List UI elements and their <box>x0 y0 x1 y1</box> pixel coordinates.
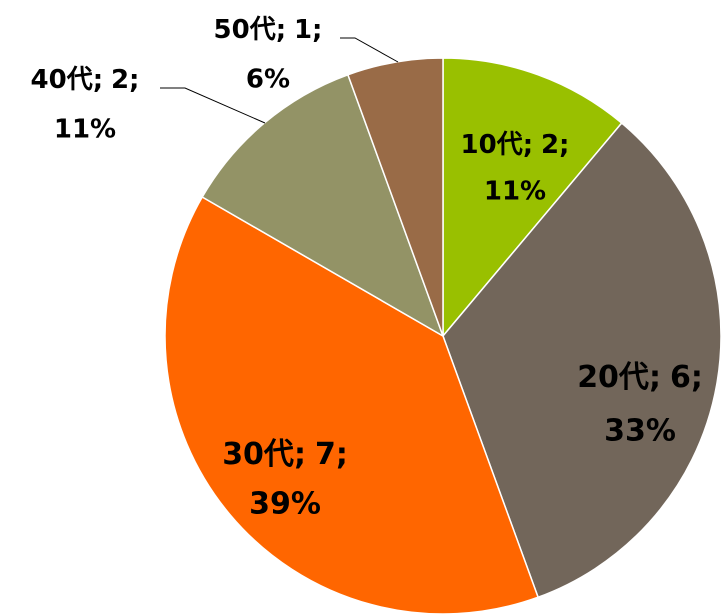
label-category: 10代 <box>461 130 523 160</box>
label-value: 2 <box>111 65 129 95</box>
percent-label: 6% <box>246 65 290 95</box>
label-separator: ; <box>93 65 103 95</box>
slice <box>442 57 623 339</box>
label-separator: ; <box>294 437 306 472</box>
label-separator: ; <box>559 130 569 160</box>
percent-label: 39% <box>249 487 321 522</box>
slice <box>442 121 722 599</box>
label-category: 20代 <box>577 360 649 395</box>
label-value: 1 <box>294 15 312 45</box>
label-separator: ; <box>276 15 286 45</box>
data-label: 40代; 2; <box>31 65 140 95</box>
label-separator: ; <box>523 130 533 160</box>
label-category: 30代 <box>222 437 294 472</box>
data-label: 20代; 6; <box>577 360 703 395</box>
label-separator: ; <box>129 65 139 95</box>
leader-line <box>160 87 266 124</box>
percent-label: 33% <box>604 414 676 449</box>
label-value: 6 <box>670 360 691 395</box>
data-label: 10代; 2; <box>461 130 570 160</box>
label-value: 7 <box>315 437 336 472</box>
slice <box>346 57 444 337</box>
data-label: 30代; 7; <box>222 437 348 472</box>
label-separator: ; <box>336 437 348 472</box>
label-separator: ; <box>691 360 703 395</box>
leader-line <box>340 37 399 63</box>
slices <box>164 57 722 614</box>
label-value: 2 <box>541 130 559 160</box>
label-category: 40代 <box>31 65 93 95</box>
percent-label: 11% <box>54 115 116 145</box>
label-separator: ; <box>312 15 322 45</box>
data-label: 50代; 1; <box>214 15 323 45</box>
percent-label: 11% <box>484 177 546 207</box>
label-category: 50代 <box>214 15 276 45</box>
label-separator: ; <box>649 360 661 395</box>
